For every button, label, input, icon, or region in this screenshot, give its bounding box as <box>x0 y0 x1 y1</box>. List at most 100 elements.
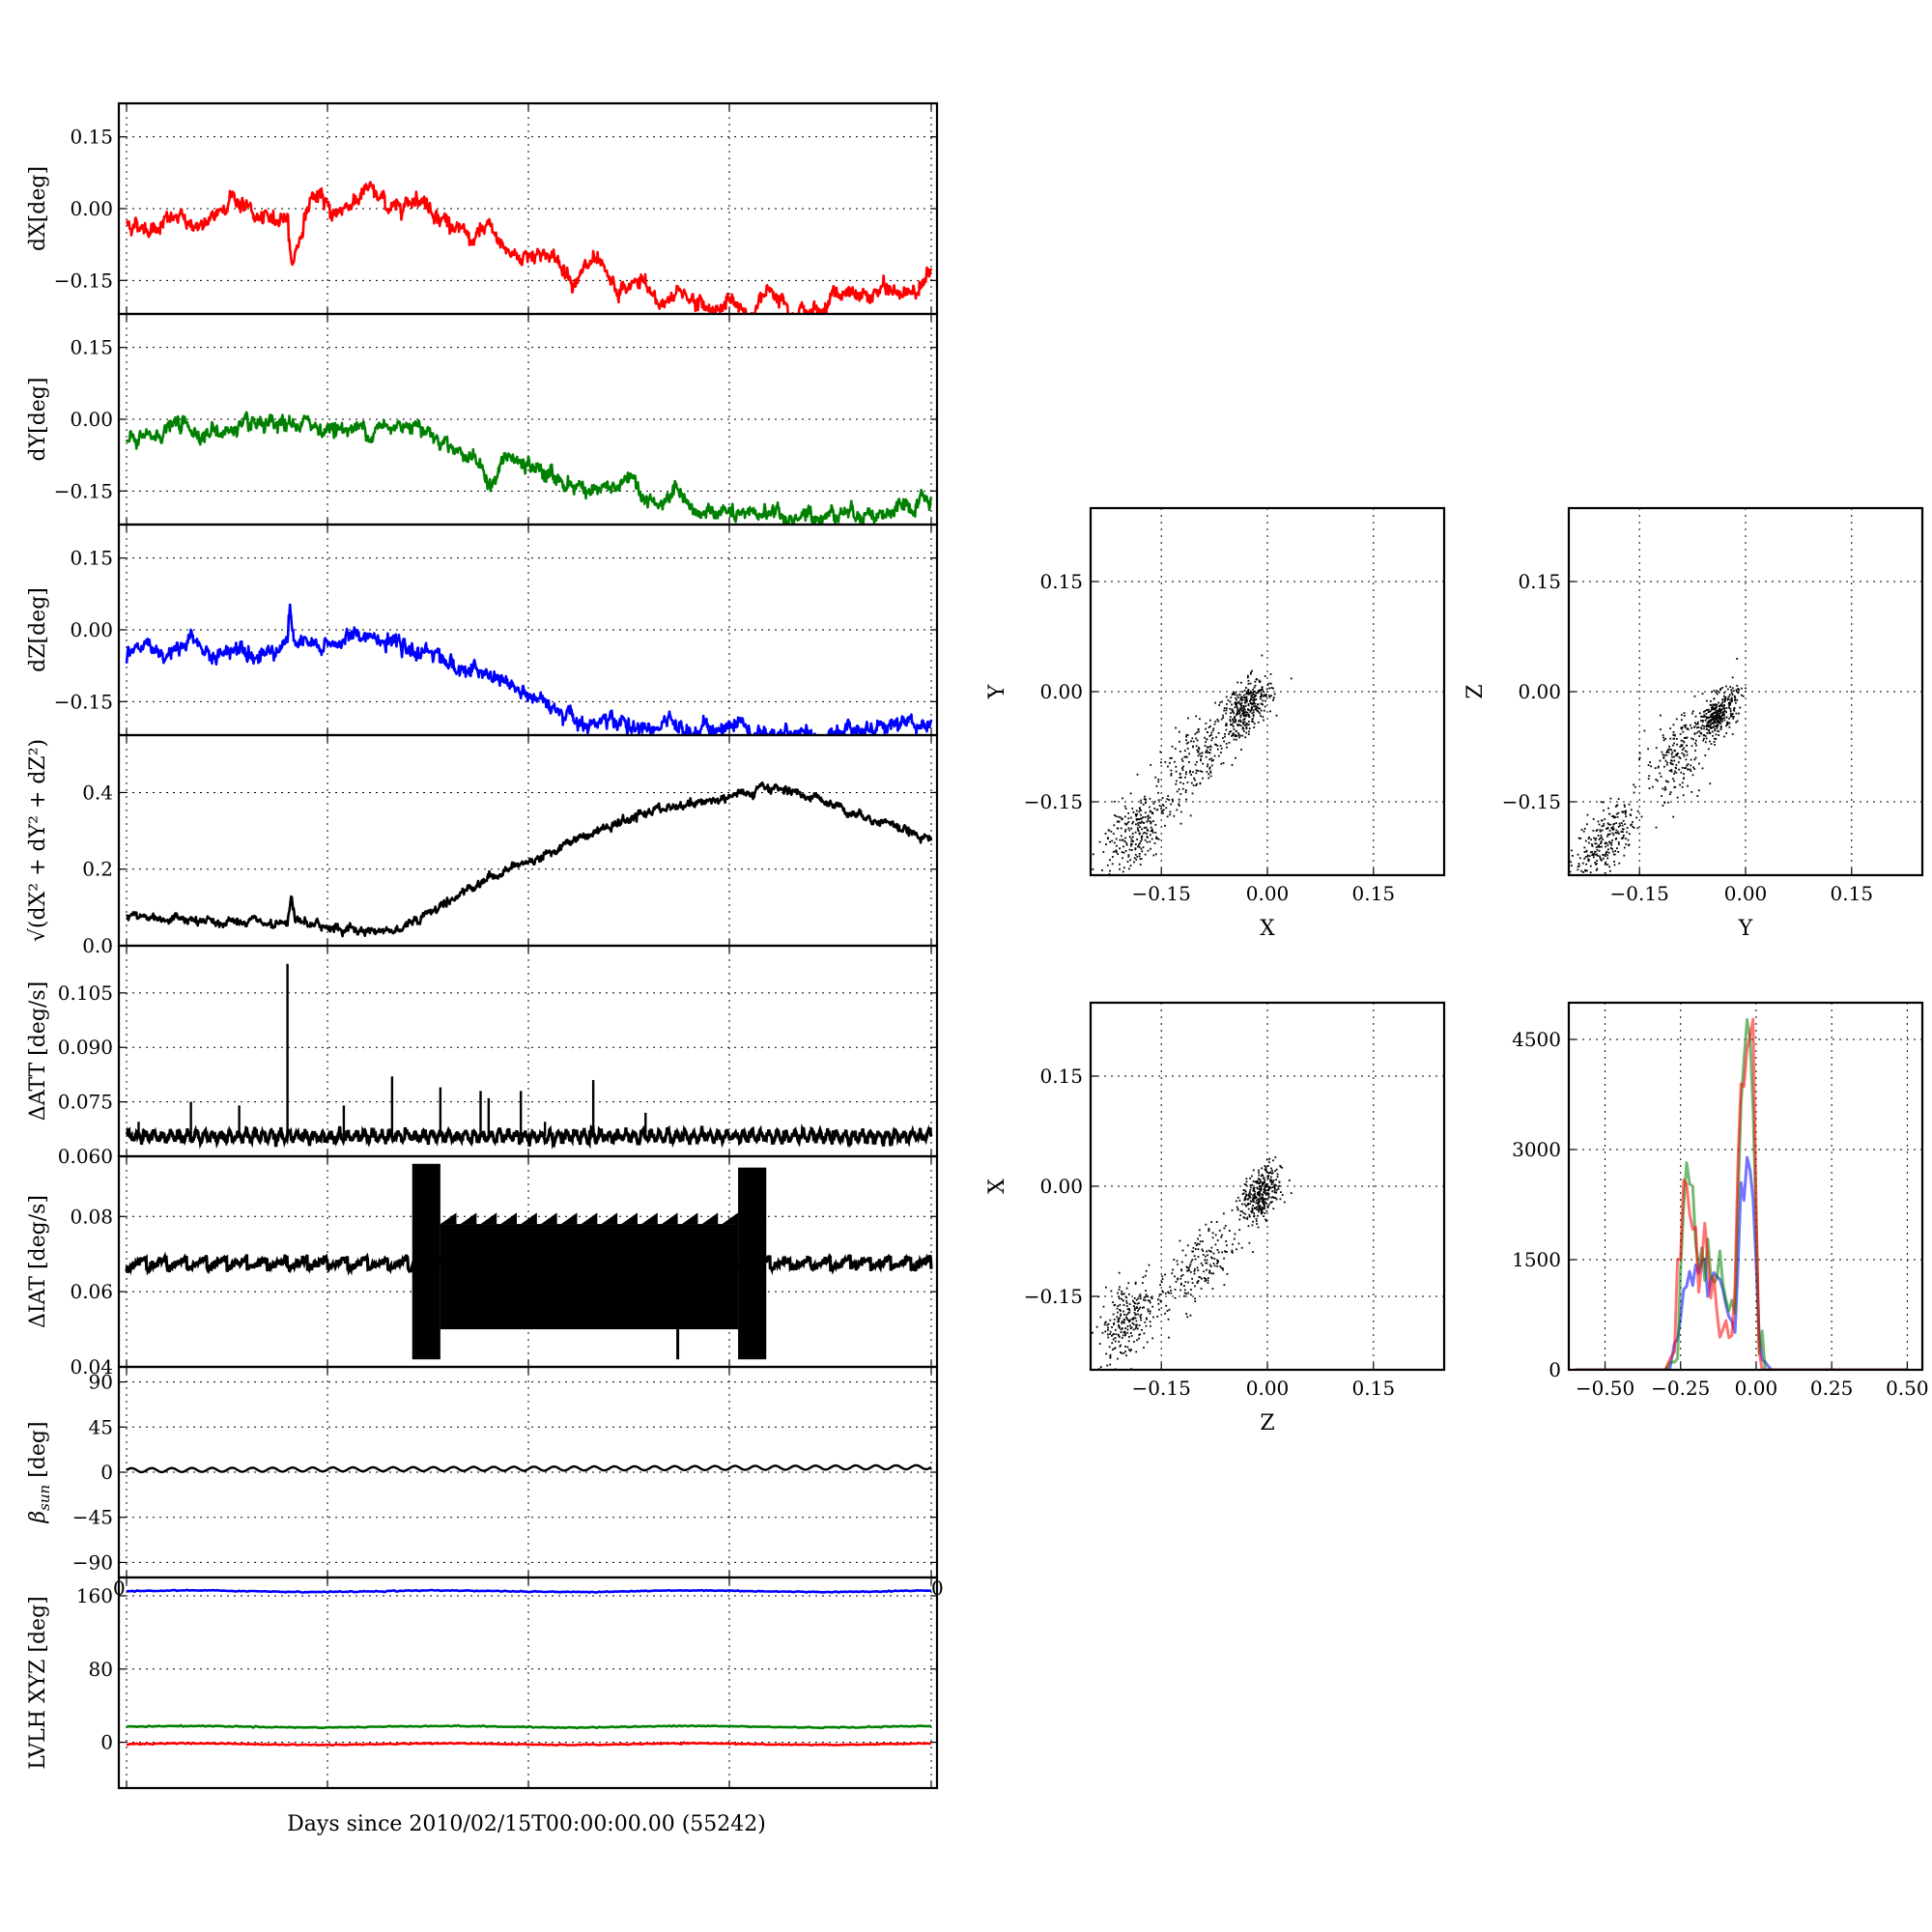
scatter-point <box>1141 1328 1143 1331</box>
y-axis-label: ΔIAT [deg/s] <box>26 1195 50 1328</box>
x-axis-label: X <box>1260 917 1275 941</box>
scatter-point <box>1700 726 1702 729</box>
scatter-point <box>1120 1351 1122 1353</box>
scatter-point <box>1708 711 1711 713</box>
scatter-point <box>1180 1261 1183 1264</box>
scatter-point <box>1714 716 1717 719</box>
scatter-point <box>1248 709 1250 711</box>
scatter-point <box>1677 753 1679 755</box>
scatter-point <box>1694 715 1697 718</box>
scatter-point <box>1715 733 1718 736</box>
scatter-point <box>1608 840 1610 843</box>
scatter-point <box>1160 1281 1163 1284</box>
scatter-point <box>1252 693 1255 696</box>
scatter-point <box>1577 863 1580 865</box>
scatter-point <box>1734 695 1736 697</box>
scatter-point <box>1663 765 1665 768</box>
scatter-point <box>1723 735 1725 738</box>
scatter-point <box>1146 840 1149 843</box>
scatter-point <box>1723 692 1725 695</box>
scatter-point <box>1107 1326 1109 1329</box>
scatter-point <box>1143 798 1146 801</box>
scatter-point <box>1722 711 1724 713</box>
scatter-point <box>1175 782 1178 785</box>
scatter-point <box>1174 1289 1177 1291</box>
scatter-point <box>1124 1346 1126 1348</box>
scatter-point <box>1212 1272 1215 1275</box>
y-tick-label: 45 <box>89 1415 113 1438</box>
scatter-point <box>1276 1173 1279 1176</box>
scatter-point <box>1265 1209 1268 1212</box>
scatter-point <box>1713 737 1716 740</box>
scatter-point <box>1123 815 1126 818</box>
scatter-point <box>1199 1276 1202 1279</box>
scatter-point <box>1150 834 1151 837</box>
scatter-point <box>1726 698 1729 700</box>
scatter-point <box>1718 701 1719 704</box>
scatter-point <box>1712 716 1714 719</box>
scatter-point <box>1136 827 1139 830</box>
scatter-point <box>1694 756 1697 759</box>
scatter-point <box>1273 1186 1276 1188</box>
scatter-point <box>1258 1192 1261 1194</box>
y-tick-label: 3000 <box>1512 1138 1561 1161</box>
band-tooth <box>480 1212 497 1225</box>
scatter-point <box>1185 771 1187 774</box>
scatter-point <box>1216 1262 1218 1264</box>
scatter-point <box>1721 714 1724 716</box>
scatter-point <box>1696 721 1699 724</box>
scatter-point <box>1253 723 1256 725</box>
scatter-point <box>1104 1330 1107 1333</box>
scatter-point <box>1213 723 1216 725</box>
scatter-point <box>1241 713 1244 716</box>
scatter-point <box>1652 785 1654 788</box>
scatter-point <box>1601 836 1603 838</box>
y-tick-label: 0.00 <box>70 197 113 220</box>
scatter-point <box>1670 769 1673 771</box>
scatter-point <box>1267 1204 1270 1206</box>
scatter-point <box>1179 1239 1181 1242</box>
scatter-point <box>1244 696 1246 698</box>
scatter-point <box>1184 791 1187 793</box>
scatter-point <box>1121 1321 1123 1322</box>
scatter-point <box>1625 810 1627 813</box>
scatter-point <box>1675 718 1678 721</box>
scatter-point <box>1125 1299 1128 1302</box>
scatter-point <box>1245 1193 1247 1196</box>
scatter-point <box>1233 727 1236 730</box>
scatter-point <box>1159 751 1162 753</box>
scatter-point <box>1208 773 1209 776</box>
scatter-point <box>1208 726 1210 728</box>
scatter-point <box>1185 798 1187 801</box>
scatter-point <box>1270 1167 1272 1170</box>
scatter-point <box>1142 804 1145 806</box>
scatter-point <box>1129 865 1132 867</box>
scatter-point <box>1684 726 1687 728</box>
scatter-point <box>1702 716 1705 718</box>
scatter-point <box>1204 1277 1206 1280</box>
scatter-point <box>1124 1327 1127 1329</box>
scatter-point <box>1200 759 1202 762</box>
scatter-point <box>1194 1241 1197 1244</box>
scatter-point <box>1167 765 1169 768</box>
scatter-point <box>1277 1185 1280 1188</box>
scatter-point <box>1134 1302 1136 1305</box>
scatter-point <box>1235 721 1236 724</box>
scatter-point <box>1236 694 1238 696</box>
scatter-point <box>1267 1193 1270 1196</box>
scatter-point <box>1235 738 1237 741</box>
panel-frame <box>1089 506 1446 877</box>
scatter-point <box>1270 1183 1273 1185</box>
scatter-point <box>1687 727 1689 730</box>
band-tooth <box>601 1212 618 1225</box>
scatter-point <box>1127 811 1130 814</box>
scatter-point <box>1709 740 1711 743</box>
scatter-point <box>1142 846 1145 849</box>
scatter-point <box>1202 777 1204 780</box>
scatter-point <box>1594 862 1597 864</box>
scatter-point <box>1109 1330 1112 1333</box>
scatter-point <box>1104 833 1107 835</box>
scatter-point <box>1650 765 1652 768</box>
scatter-point <box>1693 725 1696 728</box>
